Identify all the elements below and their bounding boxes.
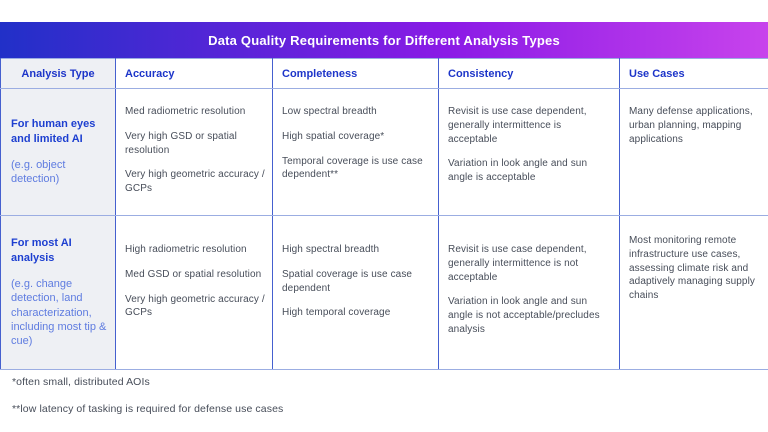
cell-paragraph: Med radiometric resolution	[125, 106, 246, 117]
cell-paragraph: Very high GSD or spatial resolution	[125, 130, 237, 156]
cell-paragraph: Revisit is use case dependent, generally…	[448, 243, 587, 283]
cell-paragraph: Med GSD or spatial resolution	[125, 268, 262, 280]
row-label: For most AI analysis	[11, 237, 72, 264]
accuracy-cell: Med radiometric resolution Very high GSD…	[115, 88, 273, 216]
row-sublabel: (e.g. change detection, land characteriz…	[11, 278, 107, 348]
consistency-cell: Revisit is use case dependent, generally…	[438, 88, 620, 216]
column-header-accuracy: Accuracy	[115, 58, 273, 89]
analysis-type-cell: For human eyes and limited AI (e.g. obje…	[0, 88, 116, 216]
column-header-analysis-type: Analysis Type	[0, 58, 116, 89]
footnote-latency: **low latency of tasking is required for…	[12, 403, 284, 415]
table-header-row: Analysis Type Accuracy Completeness Cons…	[0, 58, 768, 89]
cell-paragraph: High spatial coverage*	[282, 130, 385, 142]
accuracy-cell: High radiometric resolution Med GSD or s…	[115, 215, 273, 370]
table-row-most-ai: For most AI analysis (e.g. change detect…	[0, 215, 768, 370]
cell-paragraph: Very high geometric accuracy / GCPs	[125, 169, 265, 195]
completeness-cell: High spectral breadth Spatial coverage i…	[272, 215, 439, 370]
use-cases-cell: Most monitoring remote infrastructure us…	[619, 215, 768, 370]
completeness-cell: Low spectral breadth High spatial covera…	[272, 88, 439, 216]
cell-paragraph: High radiometric resolution	[125, 243, 247, 255]
cell-paragraph: Most monitoring remote infrastructure us…	[629, 234, 756, 302]
title-banner: Data Quality Requirements for Different …	[0, 22, 768, 58]
cell-paragraph: Variation in look angle and sun angle is…	[448, 158, 588, 184]
cell-paragraph: Many defense applications, urban plannin…	[629, 106, 753, 145]
consistency-cell: Revisit is use case dependent, generally…	[438, 215, 620, 370]
cell-paragraph: Very high geometric accuracy / GCPs	[125, 293, 265, 319]
use-cases-cell: Many defense applications, urban plannin…	[619, 88, 768, 216]
table-row-human-eyes: For human eyes and limited AI (e.g. obje…	[0, 88, 768, 216]
cell-paragraph: High temporal coverage	[282, 307, 391, 319]
page-title: Data Quality Requirements for Different …	[208, 32, 560, 48]
cell-paragraph: Temporal coverage is use case dependent*…	[282, 155, 423, 181]
analysis-type-cell: For most AI analysis (e.g. change detect…	[0, 215, 116, 370]
row-label: For human eyes and limited AI	[11, 118, 96, 145]
requirements-table: Analysis Type Accuracy Completeness Cons…	[0, 58, 768, 370]
row-sublabel: (e.g. object detection)	[11, 158, 66, 186]
cell-paragraph: Spatial coverage is use case dependent	[282, 268, 413, 294]
cell-paragraph: Low spectral breadth	[282, 106, 377, 117]
column-header-consistency: Consistency	[438, 58, 620, 89]
cell-paragraph: Variation in look angle and sun angle is…	[448, 296, 600, 335]
cell-paragraph: Revisit is use case dependent, generally…	[448, 106, 587, 145]
cell-paragraph: High spectral breadth	[282, 243, 380, 255]
footnote-aois: *often small, distributed AOIs	[12, 376, 150, 388]
column-header-use-cases: Use Cases	[619, 58, 768, 89]
footnotes: *often small, distributed AOIs **low lat…	[12, 376, 283, 430]
column-header-completeness: Completeness	[272, 58, 439, 89]
